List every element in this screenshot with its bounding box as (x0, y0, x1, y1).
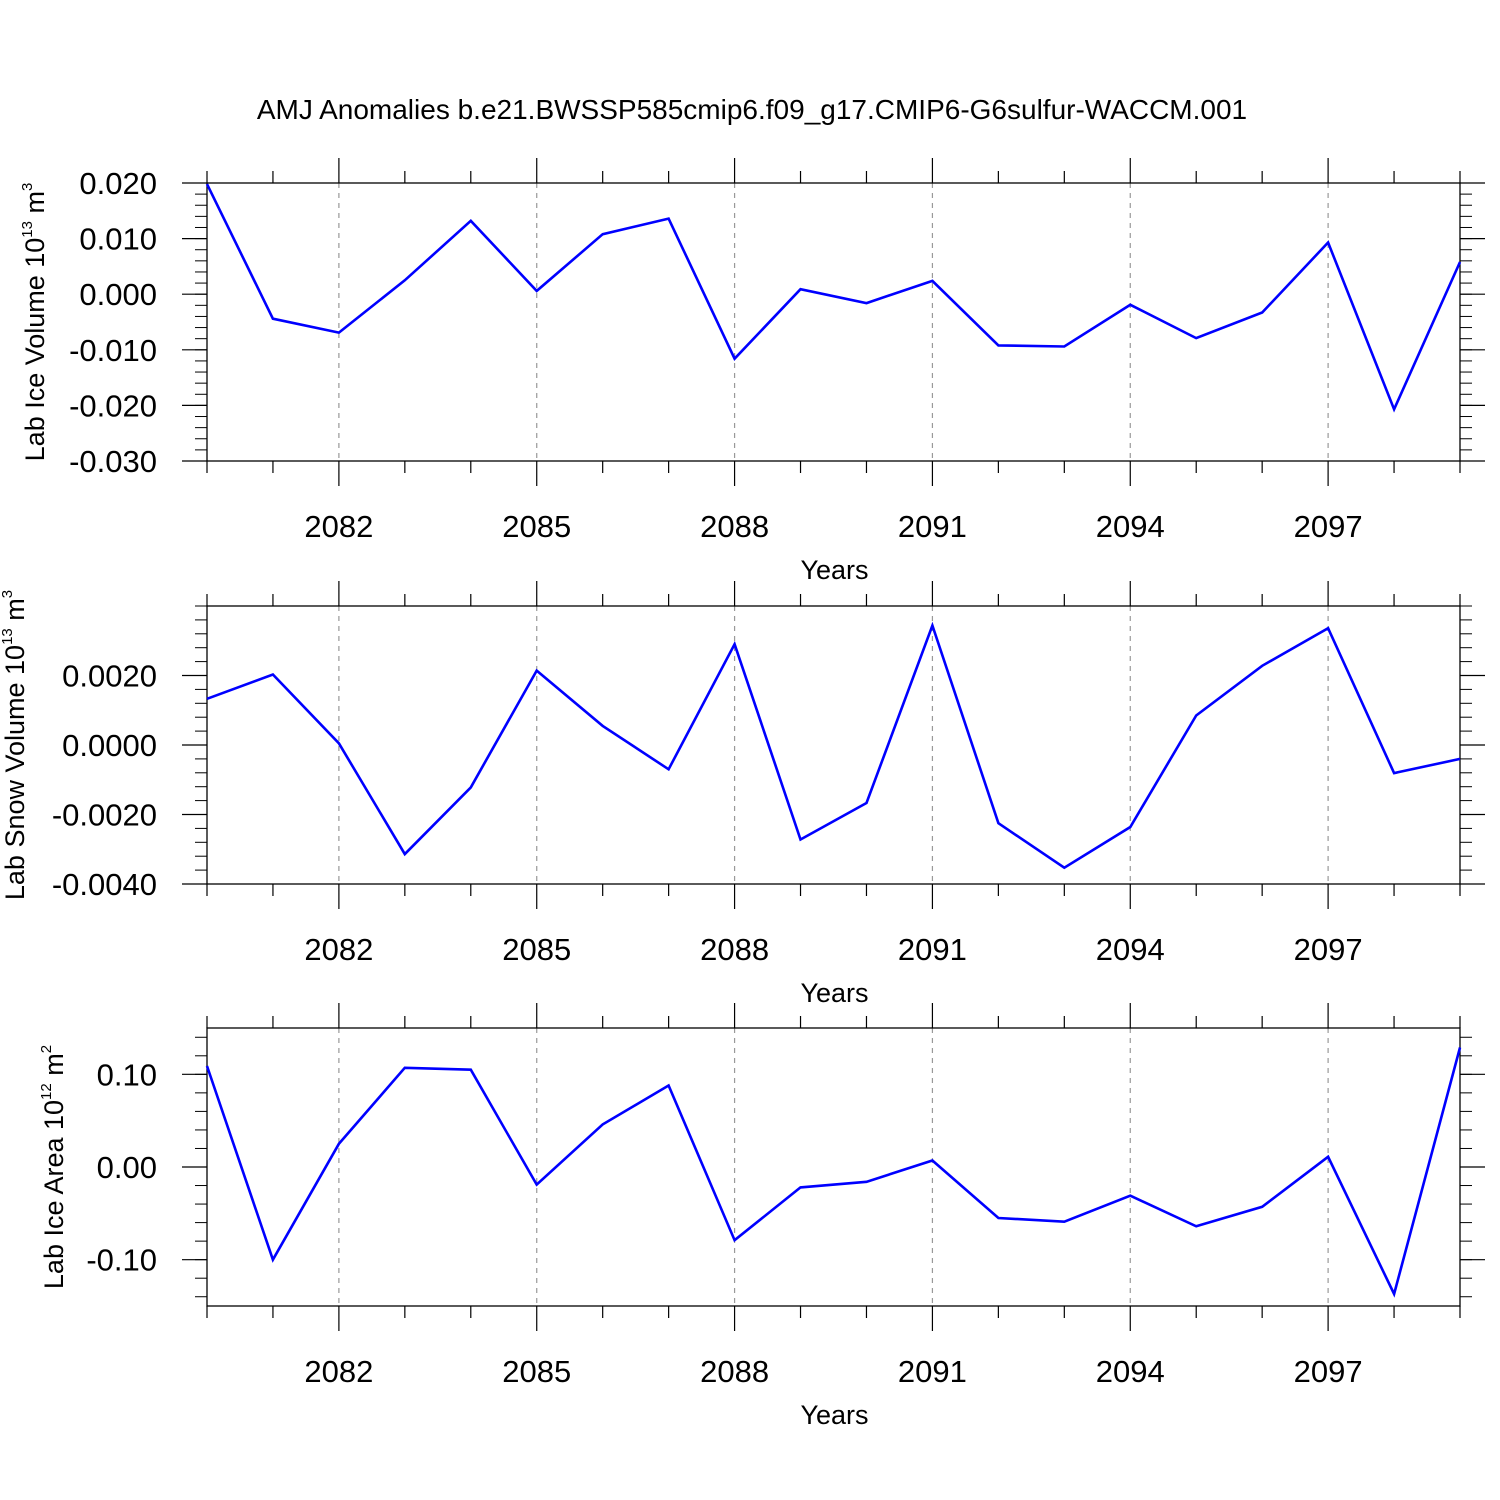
x-tick-label: 2088 (700, 932, 769, 967)
y-axis-label-part: Lab Ice Area 10 (39, 1100, 69, 1289)
x-tick-label: 2097 (1294, 1354, 1363, 1389)
x-tick-label: 2085 (502, 932, 571, 967)
series-line (205, 183, 1462, 413)
x-tick-label: 2094 (1096, 1354, 1165, 1389)
y-axis-label-superscript: 3 (0, 590, 16, 598)
y-tick-label: 0.010 (79, 222, 157, 257)
y-tick-label: -0.010 (69, 333, 157, 368)
x-axis-label: Years (800, 978, 868, 1008)
y-tick-label: 0.10 (97, 1057, 157, 1092)
x-tick-label: 2085 (502, 509, 571, 544)
y-axis-label-superscript: 13 (0, 628, 16, 645)
plot-frame (206, 605, 1461, 885)
y-axis-label-superscript: 13 (19, 221, 36, 238)
plot-frame (206, 1027, 1461, 1307)
y-tick-label: 0.0020 (62, 659, 157, 694)
y-tick-label: 0.020 (79, 166, 157, 201)
series-line (205, 1047, 1462, 1298)
x-tick-label: 2094 (1096, 932, 1165, 967)
y-axis-label-part: m (20, 191, 50, 221)
x-tick-label: 2094 (1096, 509, 1165, 544)
y-axis-label-part: m (0, 598, 30, 628)
panel-3: 2082 2085 2088 2091 2094 2097 0.10 0.00 -0.10 Yea… (38, 1003, 1485, 1430)
y-tick-label: 0.000 (79, 277, 157, 312)
x-tick-label: 2088 (700, 1354, 769, 1389)
x-tick-label: 2085 (502, 1354, 571, 1389)
y-tick-label: -0.020 (69, 388, 157, 423)
x-tick-label: 2097 (1294, 509, 1363, 544)
panel-2: 2082 2085 2088 2091 2094 2097 0.0020 0.0000 -0.0… (0, 581, 1485, 1008)
y-axis-label-part: Lab Snow Volume 10 (0, 645, 30, 900)
y-tick-label: -0.0020 (52, 798, 157, 833)
x-tick-label: 2097 (1294, 932, 1363, 967)
y-tick-label: 0.00 (97, 1150, 157, 1185)
x-tick-label: 2091 (898, 1354, 967, 1389)
y-axis-label: Lab Snow Volume 1013 m3 (0, 590, 30, 900)
series-line (206, 621, 1461, 870)
y-tick-label: -0.030 (69, 444, 157, 479)
y-axis-label-part: Lab Ice Volume 10 (20, 238, 50, 462)
y-axis-label-superscript: 12 (38, 1083, 55, 1100)
x-tick-label: 2082 (304, 1354, 373, 1389)
chart-title: AMJ Anomalies b.e21.BWSSP585cmip6.f09_g1… (257, 94, 1247, 125)
y-axis-label: Lab Ice Area 1012 m2 (38, 1045, 69, 1289)
y-tick-label: -0.0040 (52, 867, 157, 902)
chart-panels: 2082 2085 2088 2091 2094 2097 0.020 0.010 0.000 -… (0, 158, 1485, 1430)
x-tick-label: 2091 (898, 932, 967, 967)
y-tick-label: 0.0000 (62, 728, 157, 763)
x-tick-label: 2082 (304, 932, 373, 967)
y-axis-label-superscript: 3 (19, 183, 36, 191)
x-axis-label: Years (800, 1400, 868, 1430)
x-axis-label: Years (800, 555, 868, 585)
y-tick-label: -0.10 (86, 1243, 157, 1278)
panel-1: 2082 2085 2088 2091 2094 2097 0.020 0.010 0.000 -… (19, 158, 1485, 585)
plot-frame (206, 182, 1461, 462)
x-tick-label: 2091 (898, 509, 967, 544)
y-axis-label-superscript: 2 (38, 1045, 55, 1053)
x-tick-label: 2082 (304, 509, 373, 544)
y-axis-label: Lab Ice Volume 1013 m3 (19, 183, 50, 462)
y-axis-label-part: m (39, 1053, 69, 1083)
x-tick-label: 2088 (700, 509, 769, 544)
